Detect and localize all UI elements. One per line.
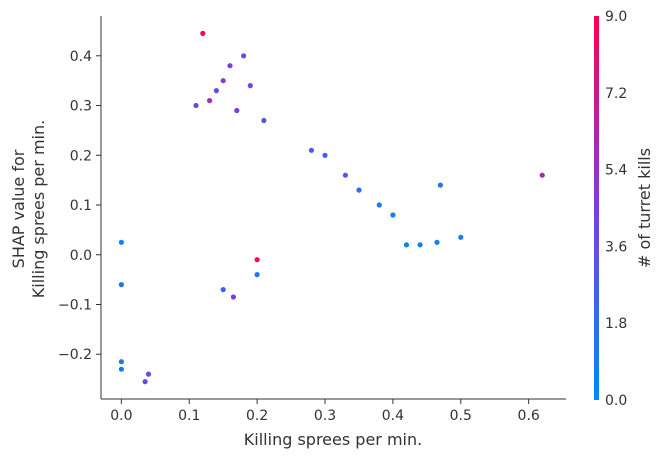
- data-point: [220, 78, 226, 84]
- colorbar-tick-label: 0.0: [605, 393, 627, 409]
- data-point: [322, 152, 328, 158]
- x-tick-label: 0.0: [110, 408, 132, 424]
- y-axis-label-line2: Killing sprees per min.: [29, 120, 48, 298]
- colorbar-tick-label: 7.2: [605, 86, 627, 102]
- colorbar-tick-label: 3.6: [605, 239, 627, 255]
- y-tick-label: 0.4: [70, 49, 92, 65]
- data-point: [458, 234, 464, 240]
- data-point: [356, 187, 362, 193]
- data-point: [376, 202, 382, 208]
- data-point: [434, 239, 440, 245]
- scatter-points: [118, 30, 545, 385]
- y-tick-label: 0.1: [70, 198, 92, 214]
- data-point: [261, 117, 267, 124]
- x-tick-label: 0.4: [382, 408, 404, 424]
- colorbar-tick-label: 5.4: [605, 163, 627, 179]
- y-tick-label: −0.1: [58, 297, 92, 313]
- data-point: [118, 282, 124, 288]
- x-tick-label: 0.5: [450, 408, 472, 424]
- data-point: [234, 107, 240, 114]
- y-axis-label-line1: SHAP value for: [9, 149, 28, 268]
- y-tick-label: 0.0: [70, 248, 92, 264]
- data-point: [118, 366, 124, 372]
- y-axis-ticks: −0.2 −0.1 0.0 0.1 0.2 0.3 0.4: [58, 49, 101, 363]
- data-point: [118, 239, 124, 245]
- data-point: [193, 102, 199, 109]
- x-tick-label: 0.1: [178, 408, 200, 424]
- y-tick-label: −0.2: [58, 347, 92, 363]
- data-point: [118, 359, 124, 365]
- data-point: [437, 182, 443, 188]
- colorbar-tick-label: 9.0: [605, 9, 627, 25]
- data-point: [417, 242, 423, 248]
- data-point: [207, 98, 213, 104]
- data-point: [539, 172, 545, 178]
- colorbar: [594, 16, 599, 400]
- x-axis-label: Killing sprees per min.: [244, 430, 422, 449]
- x-axis-ticks: 0.0 0.1 0.2 0.3 0.4 0.5 0.6: [110, 399, 540, 424]
- data-point: [213, 88, 219, 94]
- data-point: [254, 272, 260, 278]
- data-point: [227, 63, 233, 69]
- x-tick-label: 0.3: [314, 408, 336, 424]
- colorbar-ticks: 0.0 1.8 3.6 5.4 7.2 9.0: [605, 9, 627, 409]
- data-point: [220, 287, 226, 293]
- data-point: [200, 30, 206, 36]
- data-point: [342, 172, 348, 178]
- data-point: [230, 294, 236, 300]
- x-tick-label: 0.2: [246, 408, 268, 424]
- colorbar-label: # of turret kills: [635, 148, 654, 268]
- data-point: [241, 53, 247, 59]
- data-point: [308, 147, 314, 153]
- data-point: [403, 242, 410, 248]
- y-tick-label: 0.2: [70, 148, 92, 164]
- colorbar-tick-label: 1.8: [605, 316, 627, 332]
- data-point: [254, 257, 260, 263]
- data-point: [247, 83, 253, 89]
- data-point: [390, 212, 396, 218]
- x-tick-label: 0.6: [518, 408, 540, 424]
- data-point: [145, 371, 152, 377]
- data-point: [142, 379, 148, 385]
- y-tick-label: 0.3: [70, 99, 92, 115]
